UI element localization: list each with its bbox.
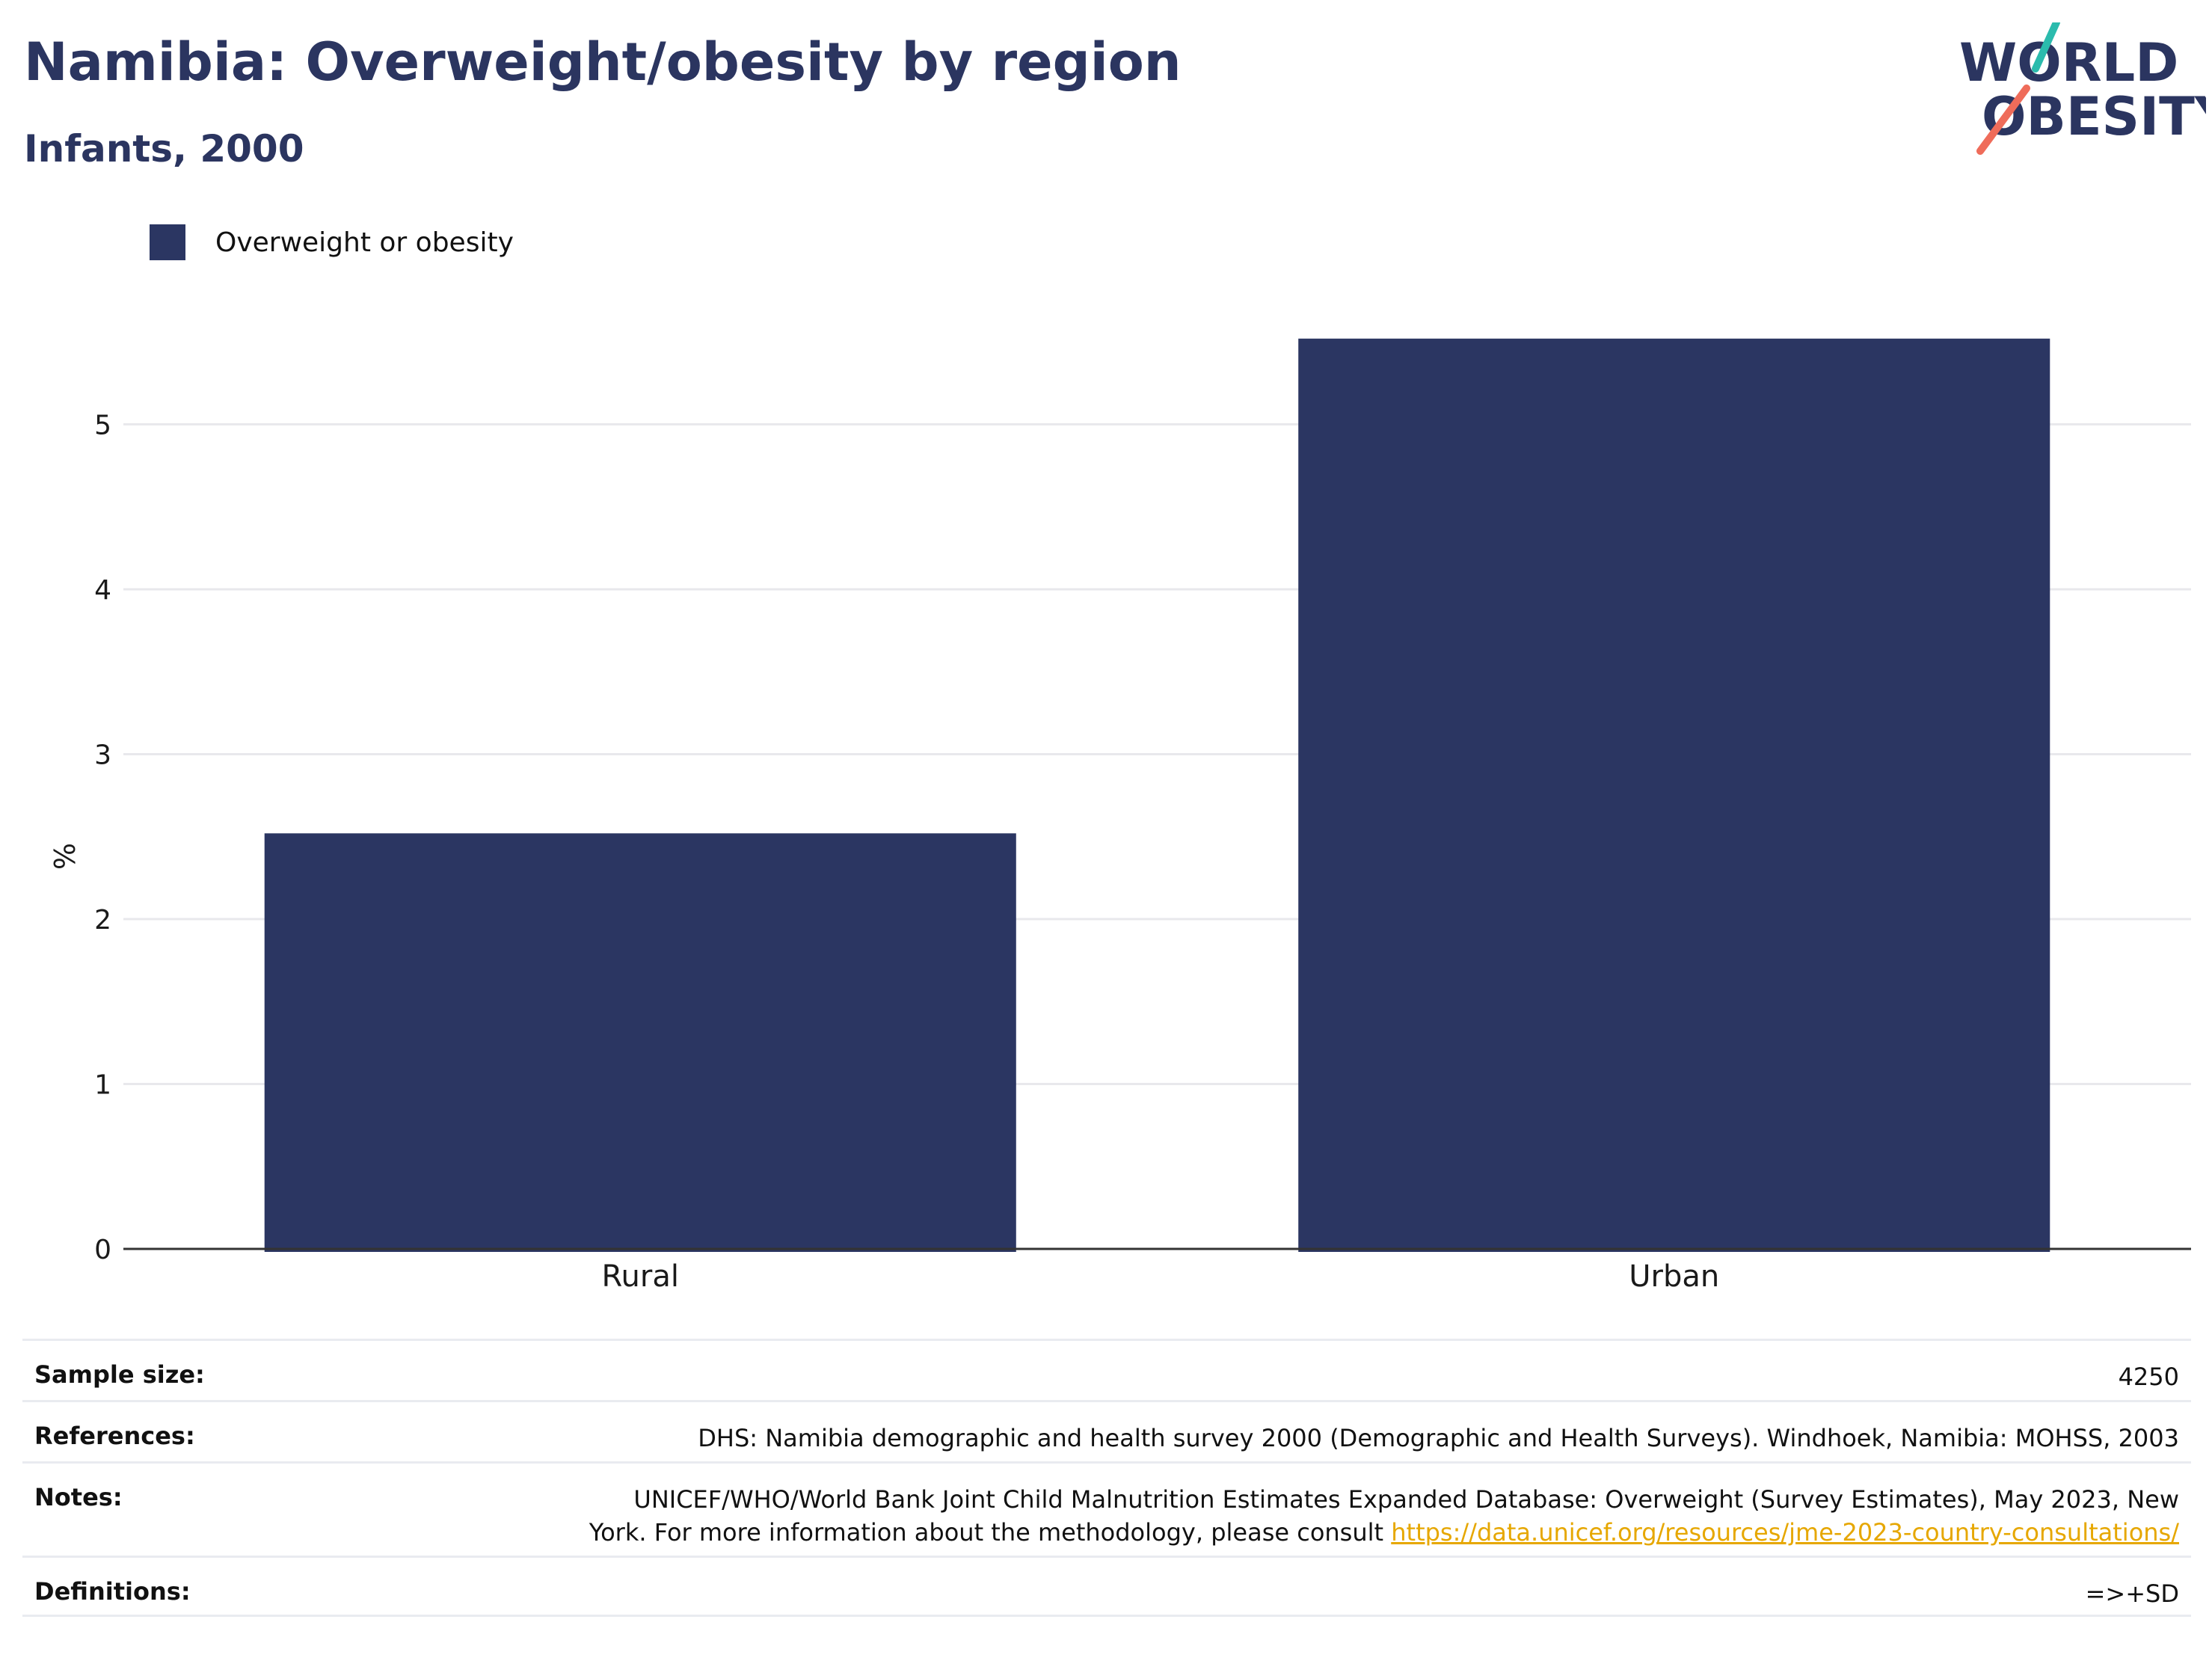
logo-word-obesity: OBESITY	[1982, 86, 2206, 147]
notes-line-1: UNICEF/WHO/World Bank Joint Child Malnut…	[633, 1485, 2179, 1514]
world-obesity-logo: WORLD OBESITY	[1959, 22, 2206, 155]
x-tick-labels: Rural Urban	[602, 1259, 1720, 1294]
sample-size-key: Sample size:	[34, 1360, 205, 1389]
page-title: Namibia: Overweight/obesity by region	[24, 31, 1182, 93]
info-row-notes: Notes: UNICEF/WHO/World Bank Joint Child…	[22, 1461, 2191, 1556]
logo-word-world: WORLD	[1959, 32, 2178, 93]
definitions-value: =>+SD	[2085, 1579, 2179, 1608]
y-tick-labels: 0 1 2 3 4 5	[94, 410, 111, 1265]
notes-key: Notes:	[34, 1483, 123, 1511]
definitions-key: Definitions:	[34, 1577, 191, 1606]
bar-urban[interactable]	[1298, 338, 2050, 1252]
references-value: DHS: Namibia demographic and health surv…	[698, 1424, 2179, 1452]
y-tick-label: 4	[94, 575, 111, 606]
logo-slash-teal	[2032, 22, 2060, 73]
bar-rural[interactable]	[264, 833, 1016, 1252]
legend-swatch	[150, 224, 185, 260]
x-tick-label-urban: Urban	[1629, 1259, 1719, 1294]
y-axis-label: %	[47, 843, 80, 870]
info-row-definitions: Definitions: =>+SD	[22, 1556, 2191, 1617]
logo-slash-coral	[1976, 85, 2030, 155]
notes-line-2: York. For more information about the met…	[589, 1518, 1392, 1547]
chart-bars	[264, 338, 2050, 1252]
y-tick-label: 2	[94, 905, 111, 936]
y-tick-label: 5	[94, 410, 111, 440]
info-row-sample-size: Sample size: 4250	[22, 1339, 2191, 1400]
sample-size-value: 4250	[2118, 1363, 2179, 1391]
chart-legend[interactable]: Overweight or obesity	[150, 223, 514, 262]
methodology-link[interactable]: https://data.unicef.org/resources/jme-20…	[1391, 1518, 2179, 1547]
notes-value: UNICEF/WHO/World Bank Joint Child Malnut…	[589, 1483, 2179, 1549]
y-tick-label: 1	[94, 1069, 111, 1100]
references-key: References:	[34, 1422, 195, 1450]
y-tick-label: 0	[94, 1235, 111, 1265]
page-subtitle: Infants, 2000	[24, 127, 304, 171]
legend-label: Overweight or obesity	[215, 227, 514, 258]
info-table: Sample size: 4250 References: DHS: Namib…	[22, 1339, 2191, 1617]
x-tick-label-rural: Rural	[602, 1259, 679, 1294]
y-tick-label: 3	[94, 740, 111, 770]
bar-chart: 0 1 2 3 4 5 Rural Urban %	[47, 338, 2191, 1294]
info-row-references: References: DHS: Namibia demographic and…	[22, 1400, 2191, 1461]
